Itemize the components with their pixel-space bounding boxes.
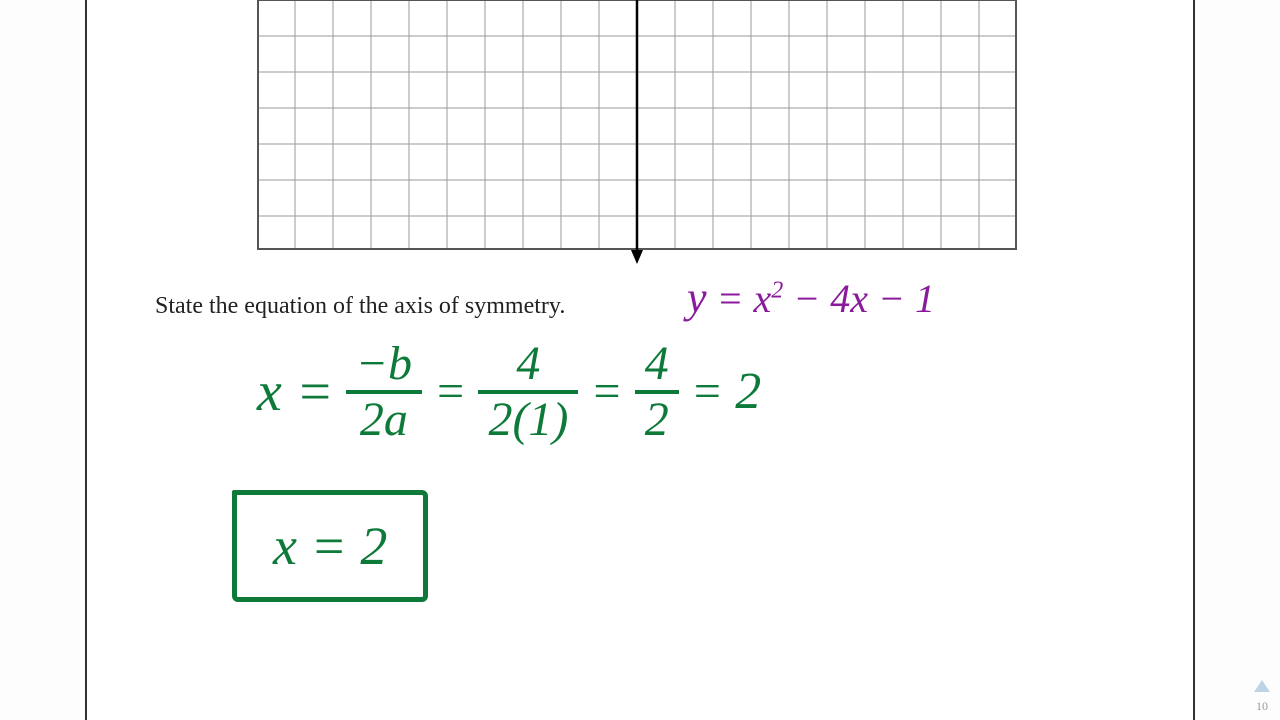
work-lhs: x = (257, 361, 334, 423)
scroll-up-icon[interactable] (1254, 680, 1270, 692)
boxed-answer: x = 2 (232, 490, 428, 602)
equation-y: y (687, 273, 707, 322)
worksheet-page: State the equation of the axis of symmet… (85, 0, 1195, 720)
axis-of-symmetry-work: x = −b 2a = 4 2(1) = 4 2 = 2 (257, 340, 761, 444)
axis-arrow-icon (631, 250, 643, 264)
equals-2: = (590, 365, 622, 418)
fraction-4-over-2-1: 4 2(1) (478, 340, 578, 444)
page-number: 10 (1256, 699, 1268, 714)
equals-1: = (434, 365, 466, 418)
fraction-b-over-2a: −b 2a (346, 340, 422, 444)
fraction-4-over-2: 4 2 (635, 340, 679, 444)
question-text: State the equation of the axis of symmet… (155, 293, 565, 320)
result-2: 2 (735, 363, 761, 420)
grid-svg (257, 0, 1017, 266)
equals-3: = (691, 365, 723, 418)
coordinate-grid (257, 0, 1017, 250)
given-equation: y = x2 − 4x − 1 (687, 272, 935, 323)
